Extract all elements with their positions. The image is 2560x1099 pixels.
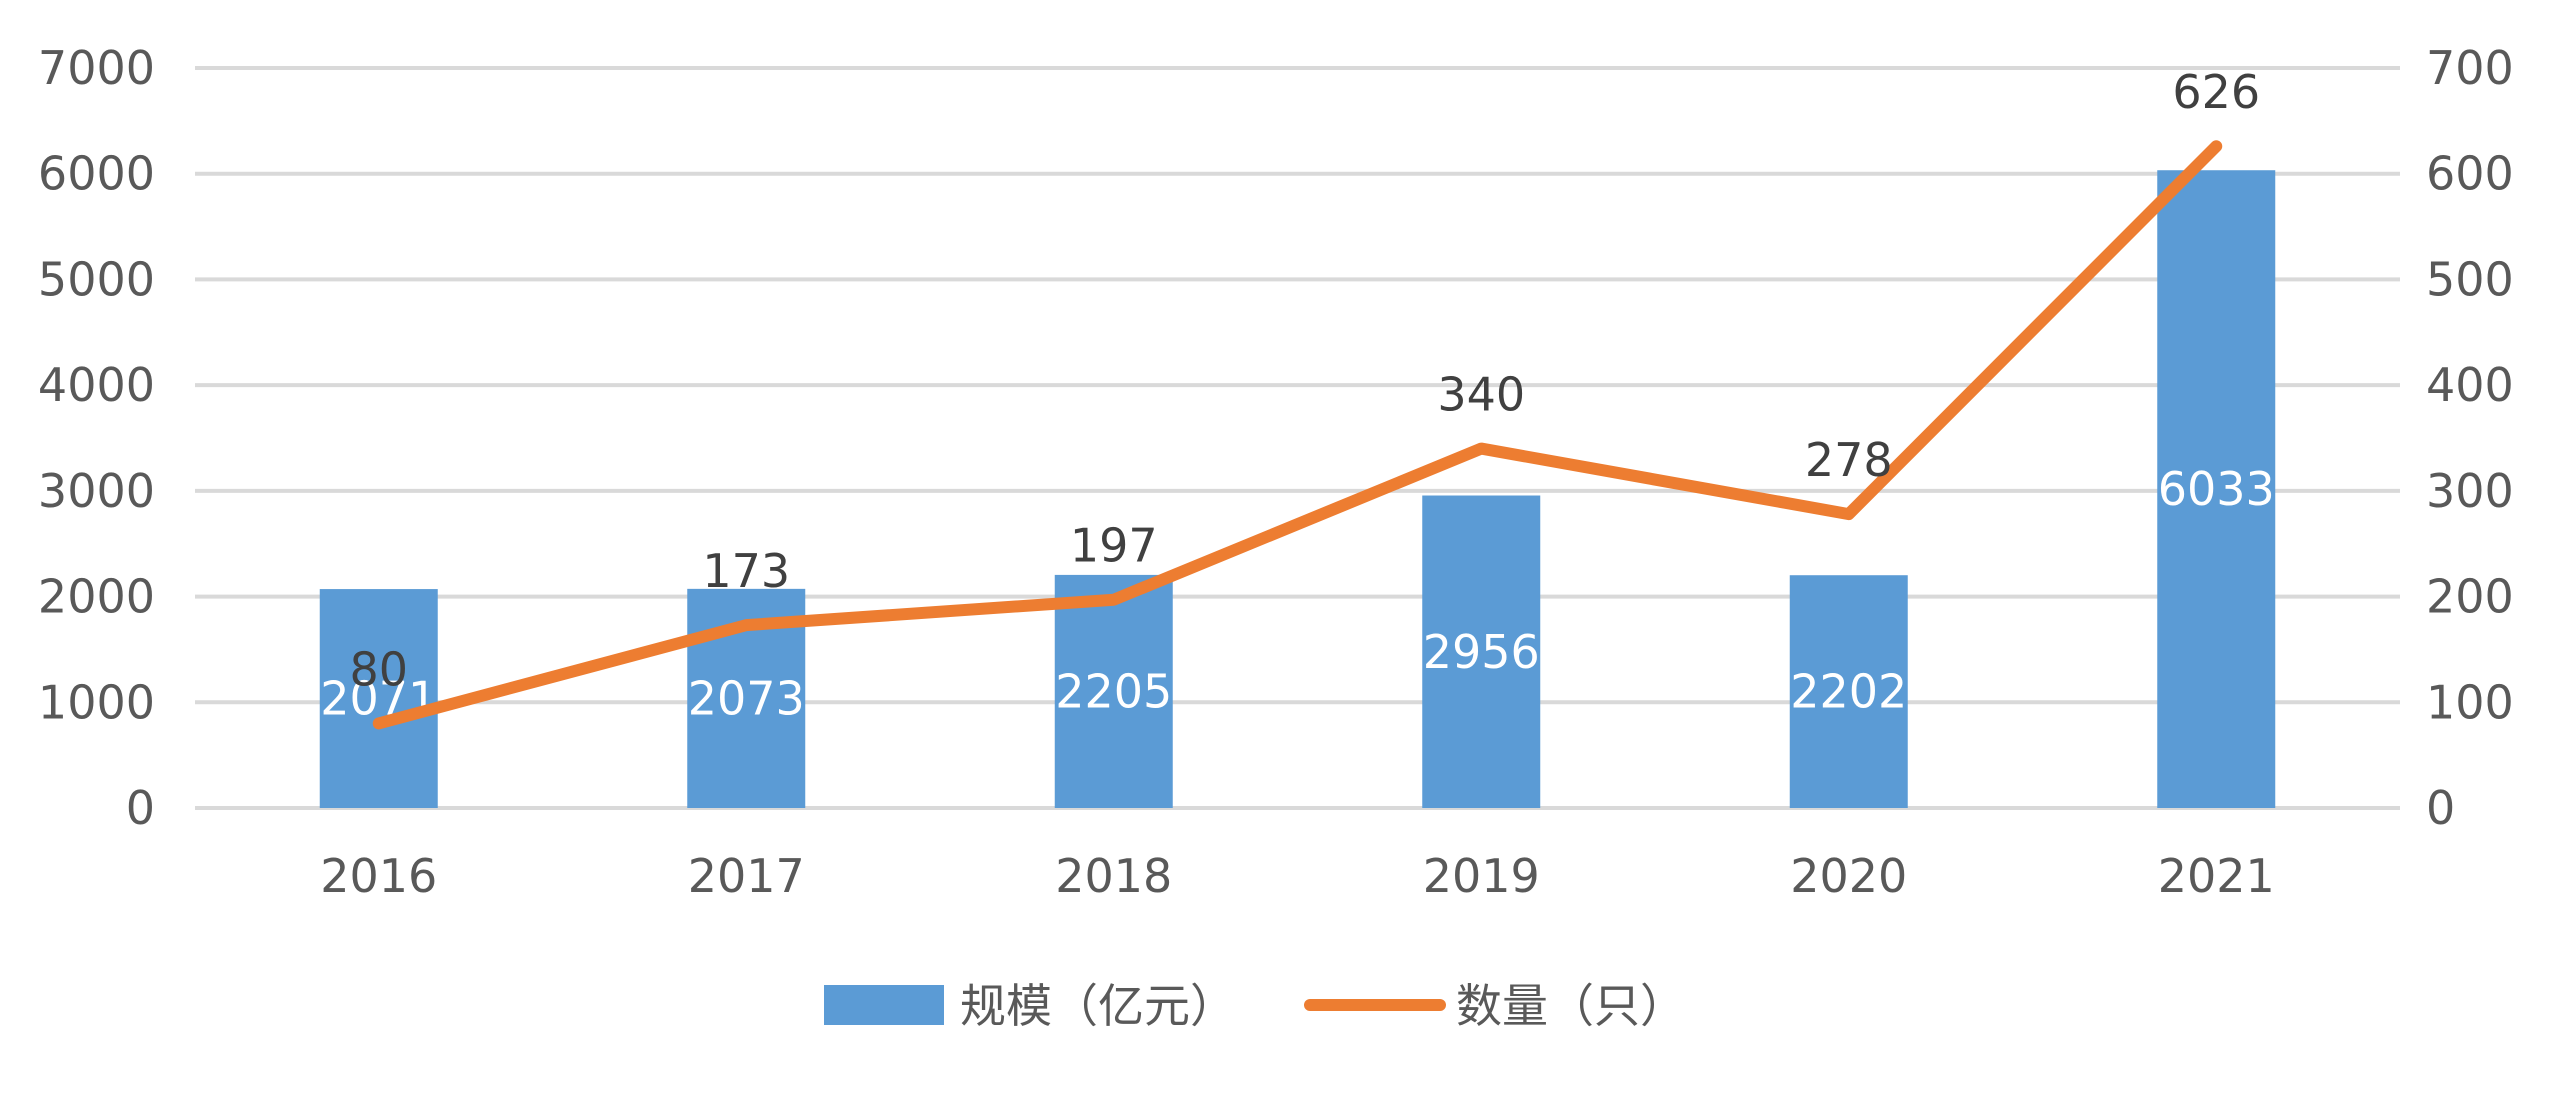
left-tick-label: 6000: [38, 147, 155, 201]
line-value-label: 340: [1437, 368, 1525, 422]
left-tick-label: 2000: [38, 570, 155, 624]
bar-series: [319, 170, 2276, 808]
right-tick-label: 600: [2426, 147, 2514, 201]
bar-value-label: 2073: [688, 671, 805, 725]
line-series: [372, 140, 2223, 730]
legend-bar-label: 规模（亿元）: [960, 979, 1236, 1033]
legend-bar-swatch: [824, 985, 944, 1025]
bar-value-label: 2205: [1055, 664, 1172, 718]
x-tick-label: 2017: [688, 849, 805, 903]
left-tick-label: 4000: [38, 358, 155, 412]
right-tick-label: 700: [2426, 41, 2514, 95]
line-value-label: 197: [1070, 519, 1158, 573]
left-tick-label: 0: [126, 781, 155, 835]
right-tick-label: 400: [2426, 358, 2514, 412]
line-data-labels: 80 173 197 340 278 626: [349, 65, 2260, 696]
legend-line-label: 数量（只）: [1456, 979, 1686, 1033]
x-axis-labels: 2016 2017 2018 2019 2020 2021: [320, 849, 2275, 903]
x-tick-label: 2021: [2158, 849, 2275, 903]
bar: [319, 589, 438, 808]
x-tick-label: 2019: [1423, 849, 1540, 903]
bar: [1422, 495, 1541, 808]
bar-value-label: 2956: [1423, 625, 1540, 679]
left-tick-label: 7000: [38, 41, 155, 95]
line-value-label: 173: [702, 544, 790, 598]
x-tick-label: 2020: [1790, 849, 1907, 903]
right-tick-label: 100: [2426, 675, 2514, 729]
x-tick-label: 2018: [1055, 849, 1172, 903]
right-tick-label: 500: [2426, 252, 2514, 306]
right-tick-label: 200: [2426, 570, 2514, 624]
line-value-label: 80: [349, 642, 408, 696]
bar: [1054, 574, 1173, 808]
legend: 规模（亿元） 数量（只）: [824, 979, 1686, 1033]
bar: [2157, 170, 2276, 808]
right-tick-label: 0: [2426, 781, 2455, 835]
bar-value-label: 6033: [2158, 462, 2275, 516]
line-value-label: 278: [1805, 433, 1893, 487]
line-value-label: 626: [2172, 65, 2260, 119]
gridlines: [195, 66, 2400, 810]
left-tick-label: 1000: [38, 675, 155, 729]
left-axis-ticks: 0 1000 2000 3000 4000 5000 6000 7000: [38, 41, 155, 835]
bar: [1789, 575, 1908, 808]
left-tick-label: 5000: [38, 252, 155, 306]
x-tick-label: 2016: [320, 849, 437, 903]
line-series-path: [372, 140, 2223, 730]
right-axis-ticks: 0 100 200 300 400 500 600 700: [2426, 41, 2514, 835]
bar-value-label: 2202: [1790, 665, 1907, 719]
right-tick-label: 300: [2426, 464, 2514, 518]
left-tick-label: 3000: [38, 464, 155, 518]
